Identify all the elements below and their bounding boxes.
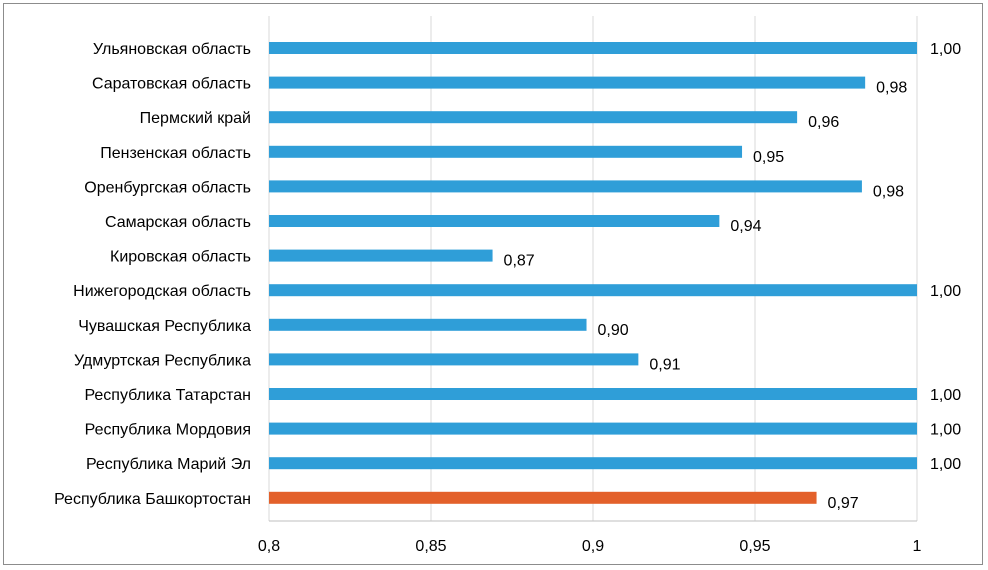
data-label: 1,00 [930,456,961,473]
bar-layer [269,42,917,504]
data-label: 0,96 [808,114,839,131]
category-label: Самарская область [105,214,251,231]
bar [269,111,798,124]
grid-layer [268,16,918,521]
data-label: 1,00 [930,41,961,58]
category-label: Пермский край [140,110,251,127]
data-label: 1,00 [930,387,961,404]
category-label: Республика Мордовия [85,422,251,439]
bar [269,388,917,400]
data-label: 0,97 [828,495,859,512]
bar [269,42,917,54]
category-label: Республика Башкортостан [54,491,251,508]
x-tick-label: 0,85 [415,538,446,555]
category-label: Чувашская Республика [78,318,251,335]
bar [269,215,720,227]
category-label: Удмуртская Республика [74,352,251,369]
x-tick-label: 0,95 [739,538,770,555]
bar [269,457,917,470]
x-tick-label: 0,8 [258,538,280,555]
data-label: 0,98 [876,80,907,97]
category-label: Пензенская область [100,145,251,162]
data-label: 0,95 [753,149,784,166]
bar [269,353,639,366]
data-label: 0,98 [873,183,904,200]
bar [269,284,917,297]
bar [269,422,917,435]
bar [269,180,862,193]
bar [269,318,587,331]
category-label: Саратовская область [92,76,251,93]
label-layer: 0,8 0,85 0,9 0,95 1 Ульяновская область 1,00 Са… [54,41,961,555]
x-tick-label: 1 [913,538,922,555]
category-label: Оренбургская область [84,179,251,196]
bar [269,76,866,89]
bar-chart: 0,8 0,85 0,9 0,95 1 Ульяновская область 1,00 Са… [54,16,961,555]
data-label: 0,91 [649,356,680,373]
category-label: Кировская область [110,249,251,266]
bar [269,145,743,158]
chart-frame: 0,8 0,85 0,9 0,95 1 Ульяновская область 1,00 Са… [3,3,983,565]
data-label: 0,90 [598,322,629,339]
data-label: 1,00 [930,283,961,300]
data-label: 0,87 [504,253,535,270]
data-label: 0,94 [730,218,761,235]
bar [269,491,817,504]
bar [269,249,493,262]
category-label: Республика Марий Эл [86,456,251,473]
category-label: Республика Татарстан [84,387,251,404]
category-label: Ульяновская область [93,41,251,58]
data-label: 1,00 [930,422,961,439]
category-label: Нижегородская область [73,283,251,300]
x-tick-label: 0,9 [582,538,604,555]
